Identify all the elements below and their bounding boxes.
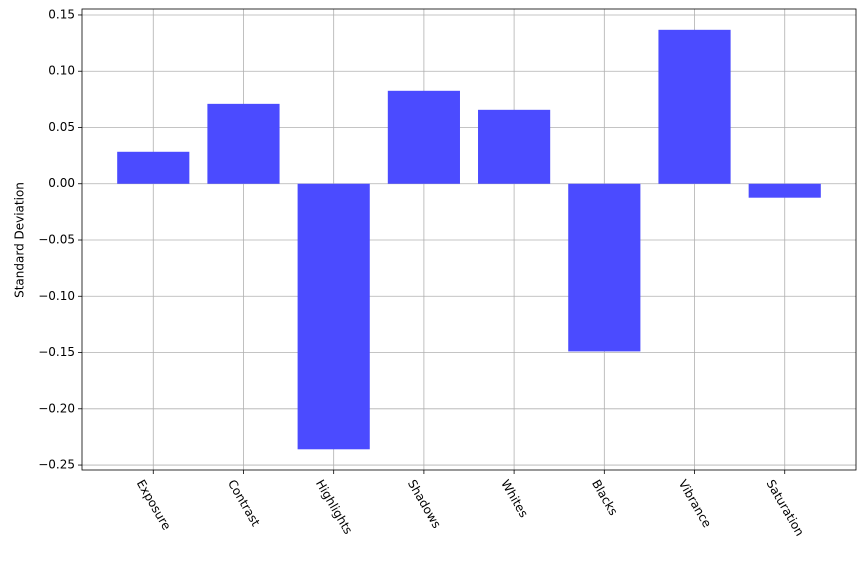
plot-frame [81,8,857,471]
bar [748,183,821,198]
x-tick-label: Blacks [589,477,620,518]
bar [387,90,460,184]
y-tick-label: −0.05 [38,233,75,247]
x-tick-label: Contrast [225,477,263,529]
bar [117,151,190,184]
y-tick-label: 0.10 [48,64,75,78]
bar [297,183,370,450]
bar [207,103,280,184]
y-tick-label: 0.15 [48,7,75,21]
x-tick-label: Highlights [313,477,355,536]
y-tick-label: −0.25 [38,458,75,472]
y-tick-label: −0.15 [38,345,75,359]
y-tick-label: −0.10 [38,289,75,303]
y-tick-label: −0.20 [38,401,75,415]
bar [568,183,641,352]
bar [478,109,551,184]
y-tick-label: 0.00 [48,176,75,190]
x-tick-label: Vibrance [676,477,715,530]
x-tick-label: Shadows [405,477,444,530]
x-tick-label: Saturation [763,477,806,538]
bar [658,29,731,184]
y-axis-label: Standard Deviation [13,182,27,298]
y-tick-label: 0.05 [48,120,75,134]
x-tick-label: Exposure [134,477,174,532]
x-tick-label: Whites [498,477,531,520]
